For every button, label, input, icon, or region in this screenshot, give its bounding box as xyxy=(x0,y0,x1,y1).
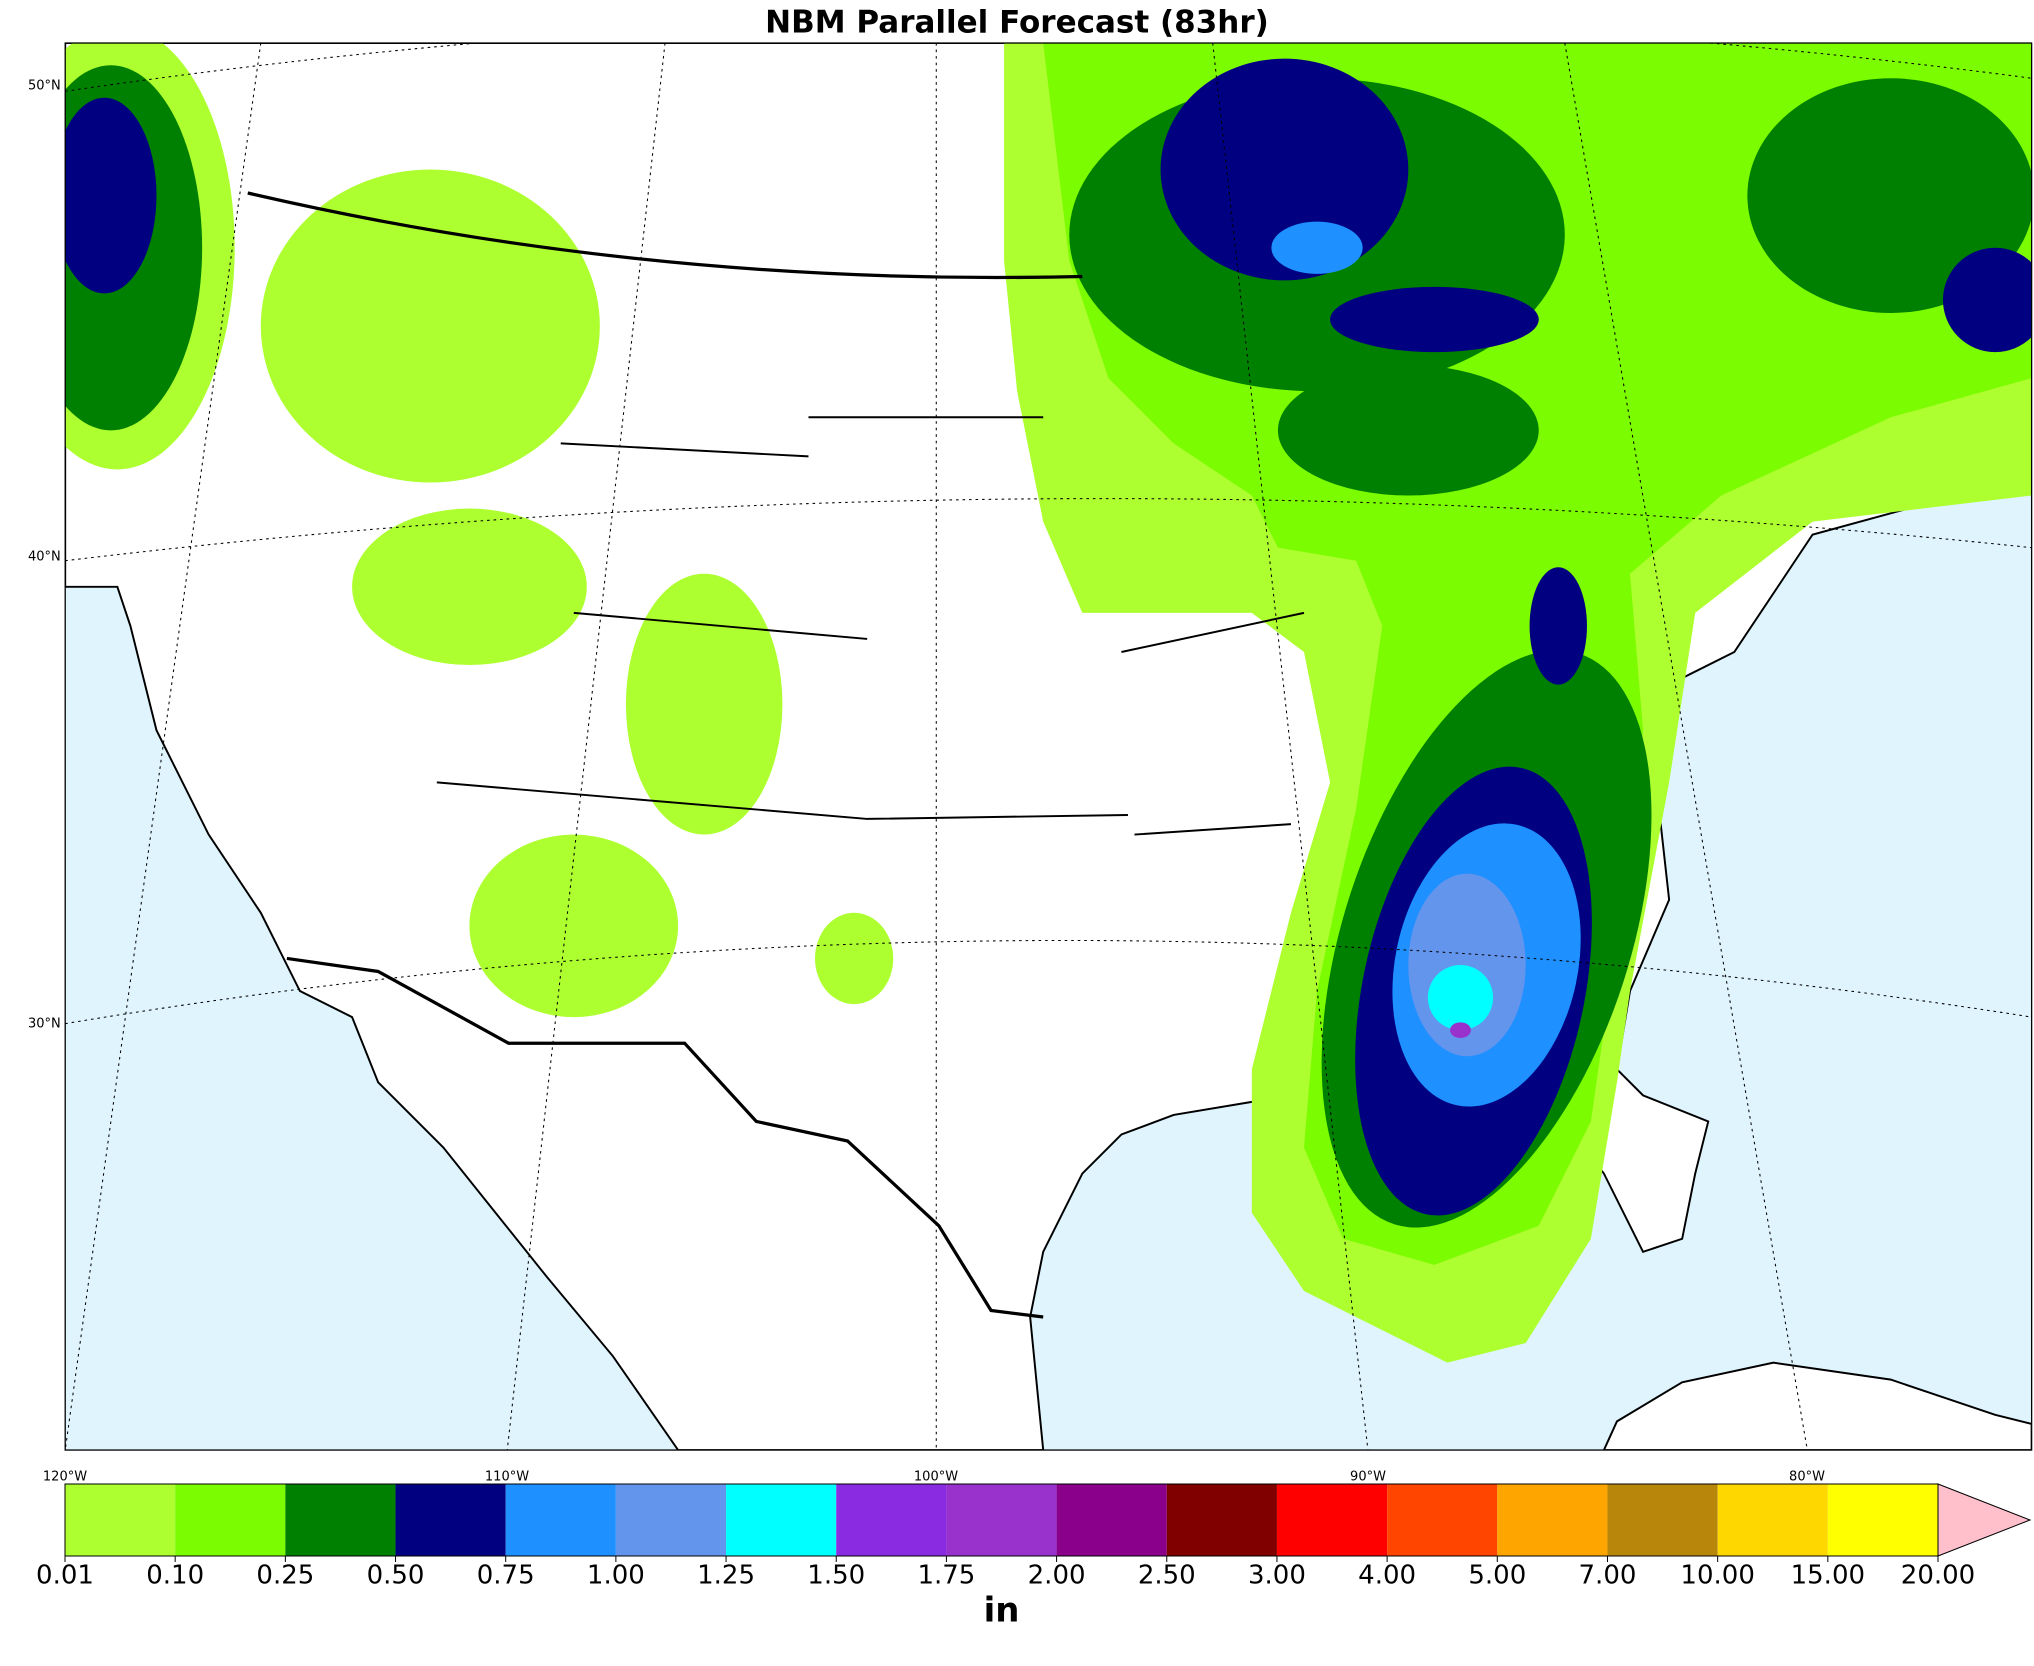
colorbar-swatch xyxy=(1166,1484,1277,1556)
colorbar-swatch xyxy=(836,1484,947,1556)
colorbar-swatch xyxy=(615,1484,727,1556)
colorbar-swatch xyxy=(726,1484,837,1556)
colorbar-swatch xyxy=(1607,1484,1718,1556)
colorbar-swatch xyxy=(175,1484,286,1556)
precip-area xyxy=(1277,365,1539,496)
precip-area xyxy=(1427,964,1494,1031)
title: NBM Parallel Forecast (83hr) xyxy=(765,5,1269,41)
colorbar-tick-label: 5.00 xyxy=(1468,1561,1526,1591)
precip-area xyxy=(1160,58,1409,281)
colorbar: 0.01 0.10 0.25 0.50 0.75 1.00 1.25 1.50 1.75 2.00… xyxy=(36,1483,2032,1631)
colorbar-swatch xyxy=(65,1484,176,1556)
precip-area xyxy=(1747,78,2032,313)
precip-area xyxy=(625,573,783,835)
colorbar-swatch xyxy=(505,1484,616,1556)
border xyxy=(286,956,1044,1319)
lat-label: 40°N xyxy=(28,550,61,565)
colorbar-tick-label: 3.00 xyxy=(1248,1561,1306,1591)
lon-label: 80°W xyxy=(1789,1470,1825,1485)
land-cuba xyxy=(1602,1361,2032,1451)
precip-area xyxy=(260,169,600,483)
colorbar-tick-label: 0.75 xyxy=(477,1561,535,1591)
lon-label: 100°W xyxy=(914,1470,958,1485)
colorbar-tick-label: 1.25 xyxy=(697,1561,755,1591)
colorbar-swatch xyxy=(946,1484,1057,1556)
colorbar-tick-label: 0.25 xyxy=(256,1561,314,1591)
colorbar-tick-label: 0.50 xyxy=(367,1561,425,1591)
colorbar-swatch xyxy=(1276,1484,1388,1556)
precip-area xyxy=(1942,247,2032,353)
colorbar-swatch xyxy=(1056,1484,1167,1556)
colorbar-swatch xyxy=(285,1484,396,1556)
colorbar-tick-label: 7.00 xyxy=(1579,1561,1637,1591)
colorbar-tick-label: 2.00 xyxy=(1028,1561,1086,1591)
precip-area xyxy=(1529,567,1587,685)
map-labels: 50°N 40°N 30°N 120°W 110°W 100°W 90°W 80°W xyxy=(28,79,1825,1485)
colorbar-tick-label: 0.10 xyxy=(146,1561,204,1591)
precip-area xyxy=(65,97,157,294)
precip-area xyxy=(469,834,679,1018)
precip-area xyxy=(1450,1022,1471,1038)
colorbar-tick-label: 1.00 xyxy=(587,1561,645,1591)
colorbar-swatch xyxy=(1387,1484,1498,1556)
colorbar-tick-label: 20.00 xyxy=(1901,1561,1975,1591)
colorbar-tick-label: 15.00 xyxy=(1791,1561,1865,1591)
colorbar-tick-label: 4.00 xyxy=(1358,1561,1416,1591)
colorbar-tick-label: 2.50 xyxy=(1138,1561,1196,1591)
precip-area xyxy=(352,508,587,666)
border xyxy=(247,191,1083,280)
colorbar-swatch xyxy=(1497,1484,1608,1556)
colorbar-swatch xyxy=(1827,1484,1938,1556)
colorbar-frame xyxy=(64,1483,1939,1557)
colorbar-extend xyxy=(1937,1483,2032,1557)
lon-label: 110°W xyxy=(485,1470,529,1485)
map xyxy=(64,42,2033,1451)
colorbar-tick-label: 0.01 xyxy=(36,1561,94,1591)
colorbar-tick-label: 1.75 xyxy=(917,1561,975,1591)
colorbar-swatch xyxy=(395,1484,506,1556)
lon-label: 120°W xyxy=(43,1470,87,1485)
graticule xyxy=(65,43,2032,92)
precip-area xyxy=(1271,221,1363,274)
precip-area xyxy=(815,912,894,1005)
graticule xyxy=(65,939,2032,1025)
colorbar-swatch xyxy=(1717,1484,1828,1556)
precip-area xyxy=(1330,286,1539,353)
colorbar-tick-label: 10.00 xyxy=(1680,1561,1754,1591)
colorbar-unit: in xyxy=(984,1591,1020,1631)
lat-label: 30°N xyxy=(28,1017,61,1032)
colorbar-tick-label: 1.50 xyxy=(807,1561,865,1591)
border xyxy=(436,416,1305,836)
lon-label: 90°W xyxy=(1350,1470,1386,1485)
lat-label: 50°N xyxy=(28,79,61,94)
graticule xyxy=(65,498,2032,562)
map-frame xyxy=(64,42,2033,1451)
